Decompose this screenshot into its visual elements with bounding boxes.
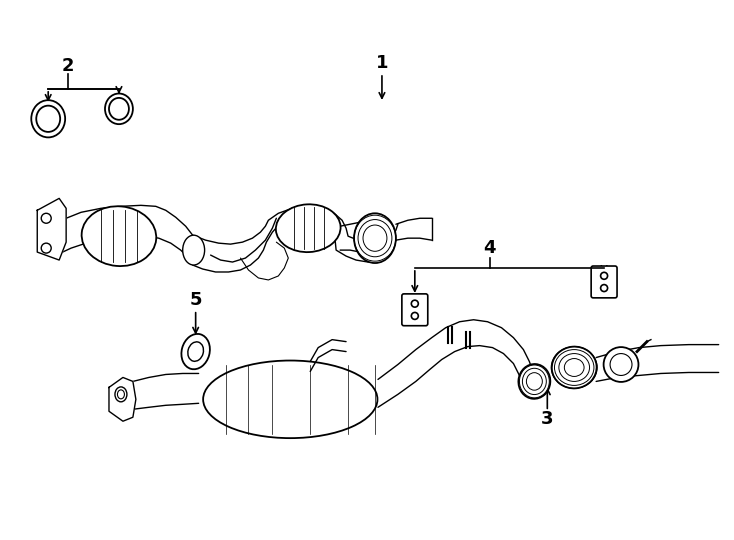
Ellipse shape <box>115 387 127 402</box>
Ellipse shape <box>276 204 341 252</box>
Ellipse shape <box>181 334 210 369</box>
Ellipse shape <box>354 213 396 263</box>
FancyBboxPatch shape <box>591 266 617 298</box>
Circle shape <box>41 213 51 223</box>
Circle shape <box>41 243 51 253</box>
Polygon shape <box>109 377 136 421</box>
Text: 5: 5 <box>189 291 202 309</box>
Ellipse shape <box>518 364 550 399</box>
Text: 1: 1 <box>376 54 388 72</box>
Polygon shape <box>37 198 66 260</box>
Ellipse shape <box>552 347 597 388</box>
Ellipse shape <box>603 347 639 382</box>
FancyBboxPatch shape <box>402 294 428 326</box>
Ellipse shape <box>203 361 377 438</box>
Ellipse shape <box>183 235 205 265</box>
Text: 2: 2 <box>62 57 74 75</box>
Text: 4: 4 <box>483 239 495 257</box>
Ellipse shape <box>81 206 156 266</box>
Text: 3: 3 <box>541 410 553 428</box>
